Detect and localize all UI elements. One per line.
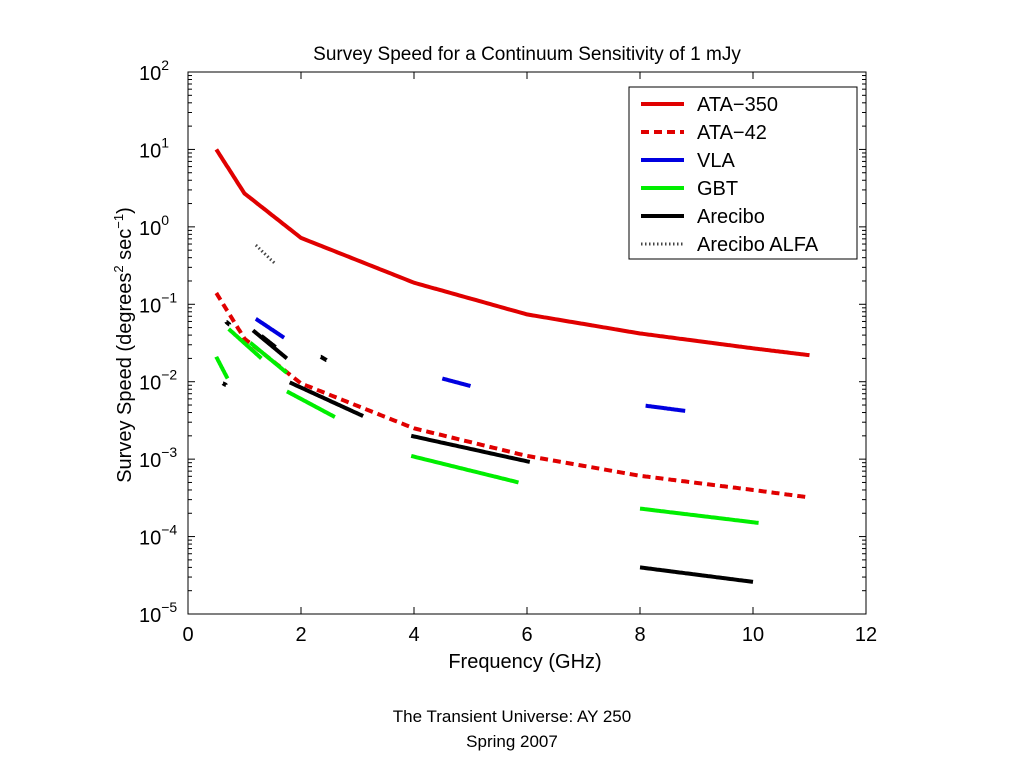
series-line-vla [644, 403, 687, 413]
series-arecibo [221, 320, 754, 584]
series-line-vla [441, 376, 472, 388]
series-line-gbt [286, 389, 336, 419]
y-tick-label: 102 [139, 57, 169, 85]
series-line-arecibo [224, 320, 232, 327]
legend-label-arecibo: Arecibo [697, 206, 765, 228]
legend-label-gbt: GBT [697, 178, 738, 200]
x-tick-label: 10 [742, 624, 764, 646]
y-tick-label: 101 [139, 134, 169, 162]
series-ata-42 [214, 291, 811, 500]
legend-box [628, 86, 858, 260]
y-axis-label: Survey Speed (degrees2 sec−1) [111, 207, 136, 483]
series-line-arecibo-alfa [254, 244, 277, 266]
y-tick-label: 10−5 [139, 599, 177, 627]
y-tick-label: 10−1 [139, 289, 177, 317]
y-tick-label: 100 [139, 212, 169, 240]
y-tick-labels: 10−5 10−4 10−3 10−2 10−1 100 101 102 [139, 57, 177, 627]
footer-course: The Transient Universe: AY 250 [392, 707, 632, 726]
x-tick-label: 6 [521, 624, 532, 646]
x-tick-label: 8 [634, 624, 645, 646]
legend-label-ata-42: ATA−42 [697, 122, 767, 144]
series-layer [214, 148, 811, 584]
series-line-arecibo [288, 380, 364, 418]
series-line-gbt [214, 355, 230, 380]
legend-label-vla: VLA [697, 150, 735, 172]
series-line-arecibo [221, 381, 228, 387]
series-line-arecibo [639, 565, 754, 584]
series-vla [254, 317, 687, 413]
series-gbt [214, 327, 759, 525]
axis-ticks [187, 71, 867, 615]
series-arecibo-alfa [254, 244, 277, 266]
chart-title: Survey Speed for a Continuum Sensitivity… [313, 44, 741, 65]
series-ata-350 [214, 148, 811, 358]
legend: ATA−350 ATA−42 VLA GBT Arecibo Arecibo ALFA [628, 86, 858, 260]
x-tick-label: 2 [295, 624, 306, 646]
series-line-gbt [639, 506, 759, 525]
x-axis-label: Frequency (GHz) [448, 651, 601, 673]
series-line-ata-350 [214, 148, 811, 358]
legend-label-ata-350: ATA−350 [697, 94, 778, 116]
x-tick-labels: 0 2 4 6 8 10 12 [182, 624, 877, 646]
y-tick-label: 10−3 [139, 444, 177, 472]
series-line-gbt [248, 341, 289, 375]
legend-label-arecibo-alfa: Arecibo ALFA [697, 234, 819, 256]
series-line-gbt [227, 327, 263, 360]
series-line-arecibo [259, 334, 278, 349]
series-line-arecibo [410, 433, 531, 464]
series-line-vla [254, 317, 286, 340]
y-tick-label: 10−2 [139, 367, 177, 395]
series-line-arecibo [318, 354, 329, 362]
y-tick-label: 10−4 [139, 522, 177, 550]
footer-term: Spring 2007 [466, 732, 558, 751]
series-line-ata-42 [214, 291, 811, 500]
x-tick-label: 0 [182, 624, 193, 646]
x-tick-label: 12 [855, 624, 877, 646]
x-tick-label: 4 [408, 624, 419, 646]
series-line-gbt [410, 453, 520, 485]
